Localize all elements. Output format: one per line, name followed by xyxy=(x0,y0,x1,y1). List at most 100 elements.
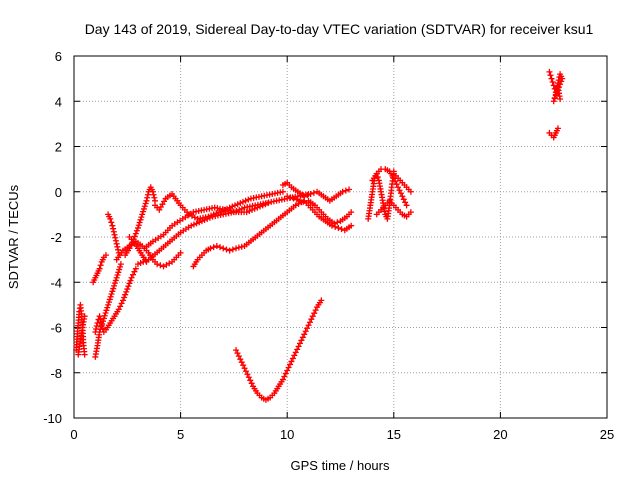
data-point xyxy=(311,310,318,317)
data-point xyxy=(129,271,136,278)
data-point xyxy=(132,230,139,237)
data-point xyxy=(235,353,242,360)
data-point xyxy=(137,260,144,267)
data-point xyxy=(126,280,133,287)
data-point xyxy=(237,356,244,363)
data-point xyxy=(292,349,299,356)
data-point xyxy=(114,243,121,250)
data-point xyxy=(226,247,233,254)
data-point xyxy=(396,187,403,194)
data-point xyxy=(213,243,220,250)
data-point xyxy=(348,222,355,229)
data-point xyxy=(207,245,214,252)
data-point xyxy=(107,215,114,222)
data-point xyxy=(149,188,156,195)
x-tick-label: 0 xyxy=(70,427,77,442)
data-point xyxy=(299,334,306,341)
data-point xyxy=(403,202,410,209)
data-point xyxy=(223,246,230,253)
data-point xyxy=(151,194,158,201)
data-point xyxy=(193,220,200,227)
data-point xyxy=(402,199,409,206)
data-point xyxy=(127,242,134,249)
data-point xyxy=(111,282,118,289)
y-tick-label: -6 xyxy=(50,321,62,336)
data-point xyxy=(137,216,144,223)
data-point xyxy=(397,190,404,197)
data-point xyxy=(108,291,115,298)
data-point xyxy=(150,191,157,198)
data-point xyxy=(104,304,111,311)
data-point xyxy=(81,351,88,358)
data-point xyxy=(407,209,414,216)
data-point xyxy=(551,94,558,101)
data-point xyxy=(285,364,292,371)
data-point xyxy=(101,312,108,319)
data-point xyxy=(548,75,555,82)
data-point xyxy=(550,82,557,89)
data-point xyxy=(143,197,150,204)
data-point xyxy=(142,257,149,264)
x-axis-label: GPS time / hours xyxy=(291,458,390,473)
data-point xyxy=(157,262,164,269)
data-point xyxy=(331,220,338,227)
data-point xyxy=(99,325,106,332)
data-point xyxy=(114,272,121,279)
series-22 xyxy=(546,68,566,105)
data-point xyxy=(98,322,105,329)
data-point xyxy=(105,299,112,306)
data-point xyxy=(98,319,105,326)
data-point xyxy=(234,350,241,357)
series-2 xyxy=(90,252,109,286)
y-tick-label: 2 xyxy=(55,140,62,155)
data-point xyxy=(300,198,307,205)
data-point xyxy=(312,307,319,314)
data-point xyxy=(125,283,132,290)
data-point xyxy=(210,244,217,251)
data-point xyxy=(296,197,303,204)
data-point xyxy=(306,319,313,326)
data-point xyxy=(140,258,147,265)
data-point xyxy=(290,195,297,202)
data-point xyxy=(231,202,238,209)
y-axis-ticks: -10 -8 -6 -4 -2 0 2 4 6 xyxy=(43,49,607,426)
data-point xyxy=(298,337,305,344)
data-point xyxy=(141,203,148,210)
x-axis-ticks: 0 5 10 15 20 25 xyxy=(70,56,614,442)
data-point xyxy=(120,297,127,304)
data-point xyxy=(134,261,141,268)
data-point xyxy=(100,315,107,322)
data-point xyxy=(139,211,146,218)
data-point xyxy=(105,301,112,308)
data-point xyxy=(308,316,315,323)
data-point xyxy=(206,214,213,221)
data-point xyxy=(190,221,197,228)
data-point xyxy=(240,362,247,369)
series-5 xyxy=(102,265,139,333)
data-point xyxy=(142,200,149,207)
data-point xyxy=(301,331,308,338)
data-point xyxy=(110,228,117,235)
data-point xyxy=(126,245,133,252)
data-point xyxy=(144,191,151,198)
series-10 xyxy=(152,188,286,222)
data-point xyxy=(249,206,256,213)
data-point xyxy=(128,274,135,281)
data-point xyxy=(241,365,248,372)
data-point xyxy=(188,222,195,229)
data-point xyxy=(144,194,151,201)
data-point xyxy=(557,95,564,102)
data-point xyxy=(309,313,316,320)
data-point xyxy=(94,319,101,326)
data-point xyxy=(97,262,104,269)
data-point xyxy=(116,266,123,273)
data-point xyxy=(198,218,205,225)
series-3 xyxy=(92,261,124,360)
data-point xyxy=(238,243,245,250)
data-point xyxy=(196,219,203,226)
data-point xyxy=(552,91,559,98)
data-point xyxy=(113,274,120,281)
data-point xyxy=(332,223,339,230)
data-points xyxy=(73,68,566,403)
